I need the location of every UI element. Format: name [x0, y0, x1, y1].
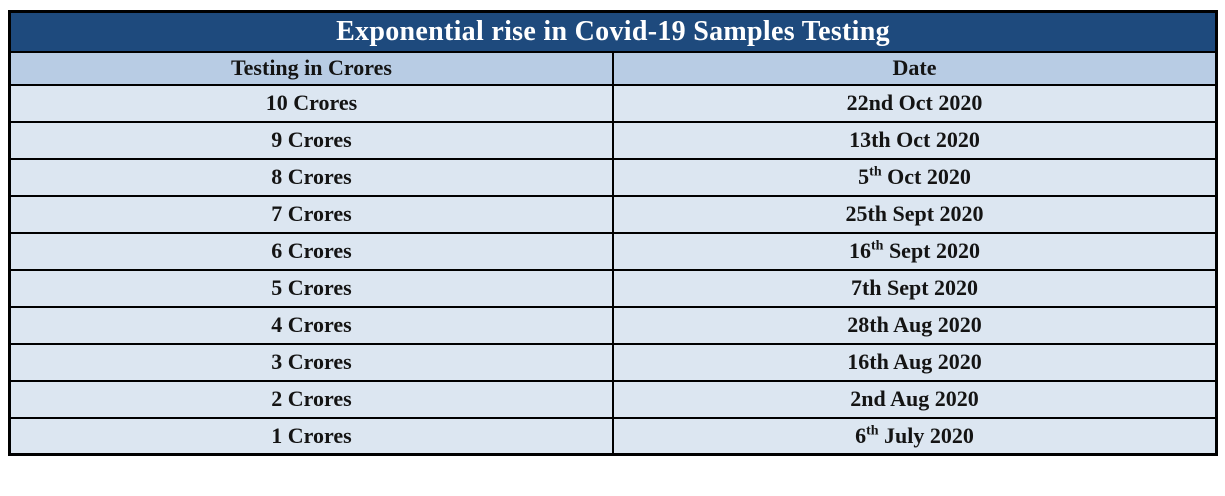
date-month-year: Oct 2020: [881, 164, 971, 189]
date-ordinal-superscript: th: [870, 238, 884, 254]
date-month-year: Oct 2020: [890, 127, 980, 152]
table-row: 10 Crores 22nd Oct 2020: [8, 83, 1218, 123]
date-value: 5th Oct 2020: [612, 157, 1218, 197]
table-row: 3 Crores 16th Aug 2020: [8, 342, 1218, 382]
date-day: 13th: [849, 127, 891, 152]
date-value: 2nd Aug 2020: [612, 379, 1218, 419]
date-day: 25th: [845, 201, 887, 226]
testing-value: 6 Crores: [8, 231, 614, 271]
date-value: 7th Sept 2020: [612, 268, 1218, 308]
date-day: 22nd: [846, 90, 894, 115]
date-value: 13th Oct 2020: [612, 120, 1218, 160]
testing-value: 3 Crores: [8, 342, 614, 382]
table-row: 4 Crores 28th Aug 2020: [8, 305, 1218, 345]
date-ordinal-superscript: th: [869, 164, 882, 180]
testing-value: 4 Crores: [8, 305, 614, 345]
covid-testing-table: Exponential rise in Covid-19 Samples Tes…: [8, 10, 1218, 456]
table-row: 7 Crores 25th Sept 2020: [8, 194, 1218, 234]
title-row: Exponential rise in Covid-19 Samples Tes…: [8, 10, 1218, 53]
date-day: 6: [855, 422, 867, 448]
date-day: 7th: [850, 275, 882, 300]
column-header-testing: Testing in Crores: [8, 50, 614, 86]
table-row: 5 Crores 7th Sept 2020: [8, 268, 1218, 308]
date-month-year: July 2020: [878, 422, 974, 448]
date-ordinal-superscript: th: [866, 423, 879, 439]
column-header-row: Testing in Crores Date: [8, 50, 1218, 86]
table-row: 8 Crores 5th Oct 2020: [8, 157, 1218, 197]
date-value: 25th Sept 2020: [612, 194, 1218, 234]
date-month-year: Sept 2020: [887, 201, 984, 226]
date-month-year: Oct 2020: [893, 90, 983, 115]
date-value: 22nd Oct 2020: [612, 83, 1218, 123]
date-day: 28th: [847, 312, 889, 337]
date-value: 16th Sept 2020: [612, 231, 1218, 271]
column-header-date: Date: [612, 50, 1218, 86]
date-value: 28th Aug 2020: [612, 305, 1218, 345]
testing-value: 8 Crores: [8, 157, 614, 197]
date-month-year: Aug 2020: [888, 312, 982, 337]
page: Exponential rise in Covid-19 Samples Tes…: [8, 10, 1218, 456]
testing-value: 10 Crores: [8, 83, 614, 123]
table-row: 6 Crores 16th Sept 2020: [8, 231, 1218, 271]
table-row: 2 Crores 2nd Aug 2020: [8, 379, 1218, 419]
date-day: 16: [848, 238, 871, 263]
date-day: 16th: [847, 349, 889, 374]
date-month-year: Aug 2020: [885, 386, 979, 411]
table-row: 9 Crores 13th Oct 2020: [8, 120, 1218, 160]
table-row: 1 Crores 6th July 2020: [8, 416, 1218, 456]
date-value: 16th Aug 2020: [612, 342, 1218, 382]
date-month-year: Sept 2020: [883, 238, 980, 263]
testing-value: 9 Crores: [8, 120, 614, 160]
date-value: 6th July 2020: [612, 416, 1218, 456]
date-day: 2nd: [850, 386, 886, 411]
date-month-year: Aug 2020: [888, 349, 982, 374]
table-body: 10 Crores 22nd Oct 2020 9 Crores 13th Oc…: [8, 83, 1218, 456]
testing-value: 5 Crores: [8, 268, 614, 308]
date-month-year: Sept 2020: [881, 275, 979, 300]
testing-value: 2 Crores: [8, 379, 614, 419]
testing-value: 7 Crores: [8, 194, 614, 234]
table-title: Exponential rise in Covid-19 Samples Tes…: [8, 10, 1218, 53]
date-day: 5: [858, 164, 870, 189]
testing-value: 1 Crores: [8, 416, 614, 456]
